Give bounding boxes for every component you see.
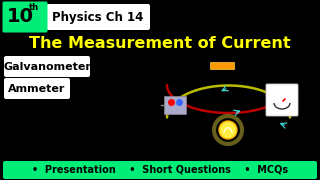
- Text: Ammeter: Ammeter: [8, 84, 66, 93]
- Text: 10: 10: [6, 6, 34, 26]
- Bar: [210, 62, 234, 69]
- FancyBboxPatch shape: [46, 4, 150, 30]
- FancyBboxPatch shape: [4, 56, 90, 77]
- Text: Physics Ch 14: Physics Ch 14: [52, 10, 144, 24]
- FancyBboxPatch shape: [3, 161, 317, 179]
- FancyBboxPatch shape: [266, 84, 298, 116]
- FancyBboxPatch shape: [164, 96, 186, 114]
- FancyBboxPatch shape: [4, 78, 70, 99]
- FancyBboxPatch shape: [3, 1, 47, 33]
- Text: The Measurement of Current: The Measurement of Current: [29, 35, 291, 51]
- Text: Galvanometer: Galvanometer: [3, 62, 91, 71]
- Text: th: th: [29, 3, 39, 12]
- Text: •  Presentation    •  Short Questions    •  MCQs: • Presentation • Short Questions • MCQs: [32, 165, 288, 175]
- Circle shape: [219, 121, 237, 139]
